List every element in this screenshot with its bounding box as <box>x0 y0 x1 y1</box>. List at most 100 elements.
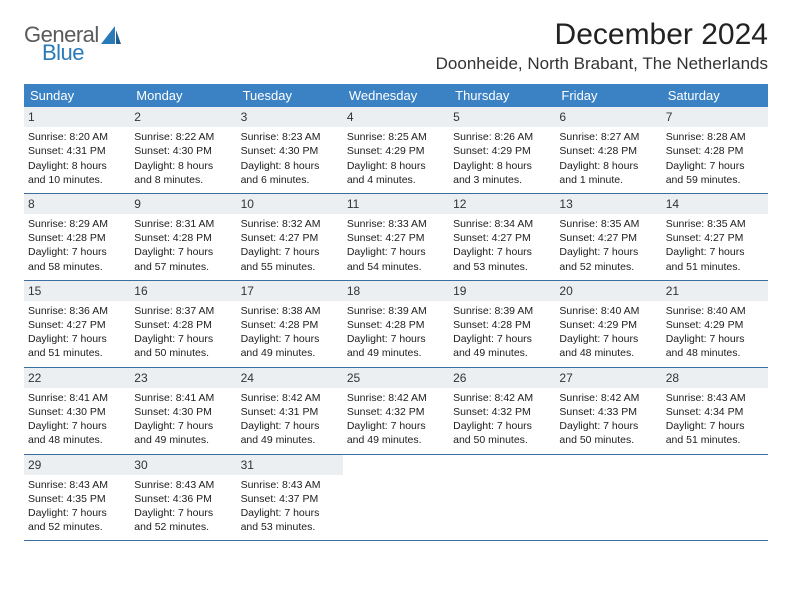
day-body: Sunrise: 8:35 AMSunset: 4:27 PMDaylight:… <box>666 217 764 274</box>
day-cell <box>343 455 449 541</box>
sunrise-line: Sunrise: 8:27 AM <box>559 130 657 144</box>
daylight-line: Daylight: 7 hours and 49 minutes. <box>241 332 339 360</box>
location-line: Doonheide, North Brabant, The Netherland… <box>436 54 768 74</box>
day-body: Sunrise: 8:40 AMSunset: 4:29 PMDaylight:… <box>666 304 764 361</box>
sunrise-line: Sunrise: 8:42 AM <box>453 391 551 405</box>
day-number: 13 <box>555 194 661 214</box>
sunset-line: Sunset: 4:29 PM <box>559 318 657 332</box>
daylight-line: Daylight: 7 hours and 49 minutes. <box>134 419 232 447</box>
sunset-line: Sunset: 4:30 PM <box>134 405 232 419</box>
daylight-line: Daylight: 7 hours and 59 minutes. <box>666 159 764 187</box>
day-cell <box>555 455 661 541</box>
day-body: Sunrise: 8:41 AMSunset: 4:30 PMDaylight:… <box>134 391 232 448</box>
day-body: Sunrise: 8:43 AMSunset: 4:36 PMDaylight:… <box>134 478 232 535</box>
sunset-line: Sunset: 4:28 PM <box>28 231 126 245</box>
sunrise-line: Sunrise: 8:26 AM <box>453 130 551 144</box>
daylight-line: Daylight: 7 hours and 48 minutes. <box>559 332 657 360</box>
day-number: 10 <box>237 194 343 214</box>
day-cell: 18Sunrise: 8:39 AMSunset: 4:28 PMDayligh… <box>343 281 449 367</box>
day-body: Sunrise: 8:41 AMSunset: 4:30 PMDaylight:… <box>28 391 126 448</box>
daylight-line: Daylight: 7 hours and 57 minutes. <box>134 245 232 273</box>
day-body: Sunrise: 8:23 AMSunset: 4:30 PMDaylight:… <box>241 130 339 187</box>
day-body: Sunrise: 8:37 AMSunset: 4:28 PMDaylight:… <box>134 304 232 361</box>
daylight-line: Daylight: 7 hours and 49 minutes. <box>241 419 339 447</box>
sunrise-line: Sunrise: 8:43 AM <box>666 391 764 405</box>
weekday-tuesday: Tuesday <box>237 84 343 107</box>
logo: General Blue <box>24 18 121 64</box>
daylight-line: Daylight: 7 hours and 48 minutes. <box>666 332 764 360</box>
weekday-sunday: Sunday <box>24 84 130 107</box>
day-number: 28 <box>662 368 768 388</box>
day-body: Sunrise: 8:25 AMSunset: 4:29 PMDaylight:… <box>347 130 445 187</box>
day-number: 9 <box>130 194 236 214</box>
sunrise-line: Sunrise: 8:34 AM <box>453 217 551 231</box>
day-cell: 11Sunrise: 8:33 AMSunset: 4:27 PMDayligh… <box>343 194 449 280</box>
day-number: 31 <box>237 455 343 475</box>
day-cell: 10 Sunrise: 8:32 AMSunset: 4:27 PMDayligh… <box>237 194 343 280</box>
day-body: Sunrise: 8:43 AMSunset: 4:34 PMDaylight:… <box>666 391 764 448</box>
sunrise-line: Sunrise: 8:20 AM <box>28 130 126 144</box>
day-number: 18 <box>343 281 449 301</box>
sunset-line: Sunset: 4:28 PM <box>559 144 657 158</box>
daylight-line: Daylight: 7 hours and 52 minutes. <box>134 506 232 534</box>
day-body: Sunrise: 8:27 AMSunset: 4:28 PMDaylight:… <box>559 130 657 187</box>
day-cell: 27 Sunrise: 8:42 AMSunset: 4:33 PMDayligh… <box>555 368 661 454</box>
sunrise-line: Sunrise: 8:37 AM <box>134 304 232 318</box>
day-body: Sunrise: 8:20 AMSunset: 4:31 PMDaylight:… <box>28 130 126 187</box>
sunset-line: Sunset: 4:29 PM <box>666 318 764 332</box>
month-title: December 2024 <box>436 18 768 52</box>
sunrise-line: Sunrise: 8:33 AM <box>347 217 445 231</box>
day-number: 19 <box>449 281 555 301</box>
daylight-line: Daylight: 7 hours and 51 minutes. <box>28 332 126 360</box>
sunset-line: Sunset: 4:27 PM <box>559 231 657 245</box>
day-body: Sunrise: 8:36 AMSunset: 4:27 PMDaylight:… <box>28 304 126 361</box>
day-number: 25 <box>343 368 449 388</box>
sunrise-line: Sunrise: 8:25 AM <box>347 130 445 144</box>
day-cell: 8Sunrise: 8:29 AMSunset: 4:28 PMDaylight… <box>24 194 130 280</box>
sunrise-line: Sunrise: 8:40 AM <box>666 304 764 318</box>
week-row: 8Sunrise: 8:29 AMSunset: 4:28 PMDaylight… <box>24 194 768 281</box>
sunrise-line: Sunrise: 8:39 AM <box>347 304 445 318</box>
day-body: Sunrise: 8:42 AMSunset: 4:33 PMDaylight:… <box>559 391 657 448</box>
sunrise-line: Sunrise: 8:38 AM <box>241 304 339 318</box>
sunset-line: Sunset: 4:30 PM <box>134 144 232 158</box>
day-number: 27 <box>555 368 661 388</box>
day-cell: 1 Sunrise: 8:20 AMSunset: 4:31 PMDaylight… <box>24 107 130 193</box>
day-number: 4 <box>343 107 449 127</box>
day-number: 14 <box>662 194 768 214</box>
day-cell: 31Sunrise: 8:43 AMSunset: 4:37 PMDayligh… <box>237 455 343 541</box>
week-row: 1Sunrise: 8:20 AMSunset: 4:31 PMDaylight… <box>24 107 768 194</box>
sunset-line: Sunset: 4:34 PM <box>666 405 764 419</box>
daylight-line: Daylight: 7 hours and 51 minutes. <box>666 419 764 447</box>
day-cell <box>662 455 768 541</box>
day-number: 2 <box>130 107 236 127</box>
sunset-line: Sunset: 4:31 PM <box>28 144 126 158</box>
day-cell: 30Sunrise: 8:43 AMSunset: 4:36 PMDayligh… <box>130 455 236 541</box>
sunrise-line: Sunrise: 8:29 AM <box>28 217 126 231</box>
day-body: Sunrise: 8:32 AMSunset: 4:27 PMDaylight:… <box>241 217 339 274</box>
day-cell: 15 Sunrise: 8:36 AMSunset: 4:27 PMDayligh… <box>24 281 130 367</box>
sunset-line: Sunset: 4:29 PM <box>453 144 551 158</box>
day-number: 23 <box>130 368 236 388</box>
sunset-line: Sunset: 4:28 PM <box>453 318 551 332</box>
sunset-line: Sunset: 4:33 PM <box>559 405 657 419</box>
daylight-line: Daylight: 7 hours and 48 minutes. <box>28 419 126 447</box>
day-number: 22 <box>24 368 130 388</box>
sunrise-line: Sunrise: 8:42 AM <box>347 391 445 405</box>
day-number: 15 <box>24 281 130 301</box>
day-cell: 5Sunrise: 8:26 AMSunset: 4:29 PMDaylight… <box>449 107 555 193</box>
sail-icon <box>101 26 121 53</box>
weekday-friday: Friday <box>555 84 661 107</box>
sunrise-line: Sunrise: 8:35 AM <box>666 217 764 231</box>
daylight-line: Daylight: 7 hours and 52 minutes. <box>28 506 126 534</box>
sunset-line: Sunset: 4:27 PM <box>347 231 445 245</box>
day-number: 17 <box>237 281 343 301</box>
day-body: Sunrise: 8:40 AMSunset: 4:29 PMDaylight:… <box>559 304 657 361</box>
daylight-line: Daylight: 7 hours and 55 minutes. <box>241 245 339 273</box>
sunset-line: Sunset: 4:28 PM <box>241 318 339 332</box>
sunset-line: Sunset: 4:32 PM <box>453 405 551 419</box>
week-row: 29Sunrise: 8:43 AMSunset: 4:35 PMDayligh… <box>24 455 768 542</box>
day-body: Sunrise: 8:38 AMSunset: 4:28 PMDaylight:… <box>241 304 339 361</box>
daylight-line: Daylight: 7 hours and 51 minutes. <box>666 245 764 273</box>
day-number: 1 <box>24 107 130 127</box>
